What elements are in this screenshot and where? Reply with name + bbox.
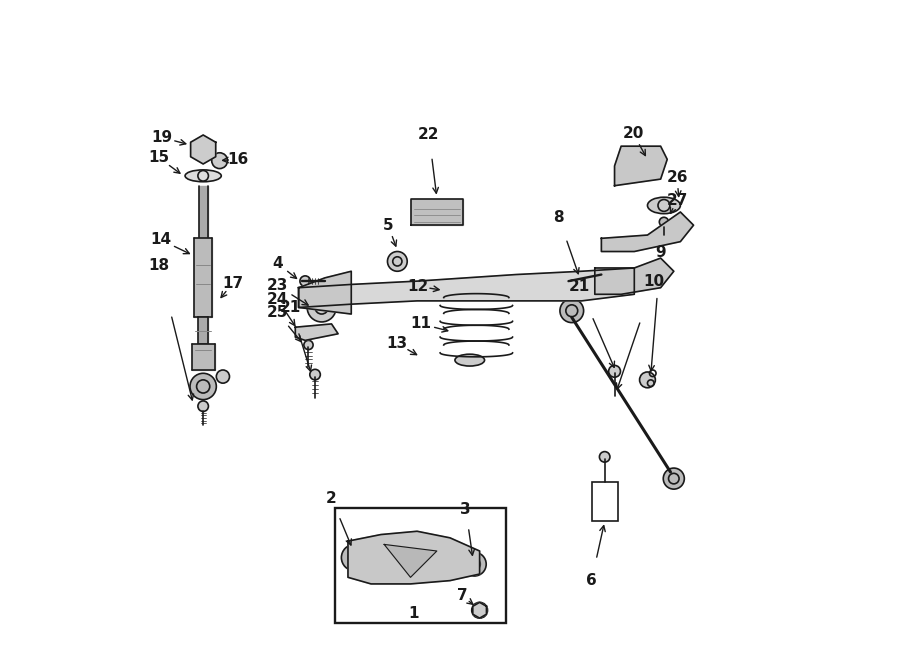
Circle shape <box>190 373 216 400</box>
Text: 22: 22 <box>418 127 440 142</box>
Bar <box>591 482 617 522</box>
Polygon shape <box>192 344 215 370</box>
Text: 6: 6 <box>586 573 597 588</box>
Text: 3: 3 <box>461 502 471 517</box>
Ellipse shape <box>647 197 680 214</box>
Circle shape <box>660 217 669 227</box>
Polygon shape <box>194 239 212 317</box>
Circle shape <box>640 372 655 388</box>
Text: 13: 13 <box>387 336 408 351</box>
Text: 8: 8 <box>554 210 564 225</box>
Text: 25: 25 <box>267 305 288 320</box>
Ellipse shape <box>454 354 484 366</box>
Text: 12: 12 <box>408 279 429 294</box>
Circle shape <box>566 276 577 286</box>
Text: 20: 20 <box>622 126 644 141</box>
Text: 23: 23 <box>267 278 288 293</box>
Text: 2: 2 <box>326 491 337 506</box>
Text: 7: 7 <box>456 588 467 603</box>
Ellipse shape <box>434 285 473 297</box>
Circle shape <box>216 370 230 383</box>
Text: 14: 14 <box>149 232 171 247</box>
Text: 4: 4 <box>272 256 283 271</box>
Ellipse shape <box>454 281 500 294</box>
Polygon shape <box>299 268 634 307</box>
Polygon shape <box>295 324 338 340</box>
Circle shape <box>304 340 313 350</box>
Polygon shape <box>410 199 464 225</box>
Polygon shape <box>299 271 351 314</box>
Circle shape <box>463 553 486 576</box>
Polygon shape <box>472 602 487 618</box>
Polygon shape <box>595 258 674 294</box>
Text: 10: 10 <box>644 274 664 289</box>
Text: 26: 26 <box>666 171 688 185</box>
Circle shape <box>663 468 684 489</box>
Text: 15: 15 <box>148 150 169 165</box>
Polygon shape <box>601 212 694 252</box>
Polygon shape <box>348 531 480 584</box>
Polygon shape <box>615 146 667 186</box>
Polygon shape <box>198 317 208 344</box>
Circle shape <box>198 401 209 411</box>
Polygon shape <box>191 135 216 164</box>
Text: 21: 21 <box>280 300 302 315</box>
Text: 16: 16 <box>228 152 248 167</box>
Circle shape <box>396 550 412 565</box>
Text: 5: 5 <box>382 217 393 233</box>
Text: 19: 19 <box>152 130 173 145</box>
Text: 1: 1 <box>409 606 419 621</box>
Text: 18: 18 <box>148 258 169 274</box>
Circle shape <box>310 369 320 380</box>
Ellipse shape <box>185 170 221 182</box>
Text: 17: 17 <box>222 276 243 291</box>
Circle shape <box>608 366 620 377</box>
Circle shape <box>341 545 368 570</box>
Circle shape <box>472 602 488 618</box>
Circle shape <box>388 252 407 271</box>
Circle shape <box>300 276 310 286</box>
Circle shape <box>418 562 429 573</box>
Text: 24: 24 <box>267 292 288 307</box>
Circle shape <box>599 451 610 462</box>
Text: 11: 11 <box>410 317 431 331</box>
Circle shape <box>212 153 228 169</box>
Circle shape <box>307 293 336 322</box>
Text: 21: 21 <box>569 279 590 294</box>
Text: 27: 27 <box>666 192 688 208</box>
Circle shape <box>560 299 583 323</box>
Bar <box>335 508 506 623</box>
Polygon shape <box>384 545 436 577</box>
Text: 9: 9 <box>655 245 666 260</box>
